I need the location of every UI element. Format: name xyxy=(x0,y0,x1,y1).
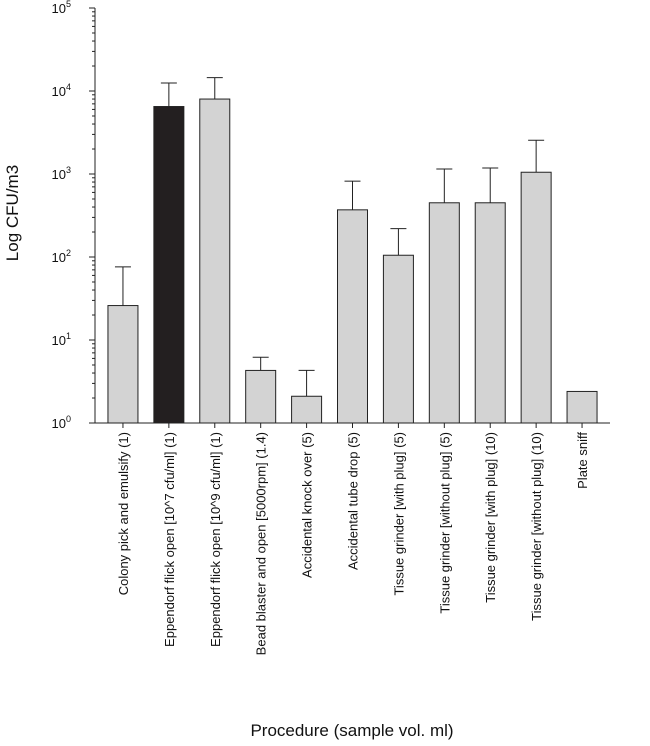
bar xyxy=(245,369,277,424)
x-tick-label: Tissue grinder [with plug] (5) xyxy=(391,432,406,596)
bar xyxy=(428,202,460,424)
bar xyxy=(337,209,368,424)
bar xyxy=(382,254,414,424)
x-tick-label: Tissue grinder [without plug] (10) xyxy=(529,432,544,621)
bar xyxy=(291,395,323,424)
bar xyxy=(474,202,506,424)
bar xyxy=(520,171,552,424)
bar xyxy=(153,106,185,424)
y-tick-label: 100 xyxy=(52,414,71,431)
x-tick-label: Colony pick and emulsify (1) xyxy=(116,432,131,595)
y-axis-label: Log CFU/m3 xyxy=(3,165,22,261)
x-tick-label: Eppendorf flick open [10^7 cfu/ml] (1) xyxy=(162,432,177,647)
x-tick-label: Tissue grinder [with plug] (10) xyxy=(483,432,498,603)
x-axis-label: Procedure (sample vol. ml) xyxy=(250,721,453,740)
x-tick-label: Tissue grinder [without plug] (5) xyxy=(437,432,452,614)
y-tick-label: 103 xyxy=(52,165,71,182)
x-tick-label: Plate sniff xyxy=(575,432,590,489)
y-tick-label: 102 xyxy=(52,248,71,265)
x-tick-label: Bead blaster and open [5000rpm] (1.4) xyxy=(254,432,269,655)
y-tick-label: 104 xyxy=(52,82,71,99)
x-tick-label: Eppendorf flick open [10^9 cfu/ml] (1) xyxy=(208,432,223,647)
bar xyxy=(107,305,139,424)
y-tick-label: 101 xyxy=(52,331,71,348)
y-tick-label: 105 xyxy=(52,0,71,16)
x-tick-label: Accidental knock over (5) xyxy=(300,432,315,578)
bar xyxy=(566,390,598,424)
plot-area: 100 101 102 103 104 105 Colony pick and emulsi… xyxy=(52,0,610,655)
x-tick-label: Accidental tube drop (5) xyxy=(346,432,361,570)
bar xyxy=(199,98,231,424)
